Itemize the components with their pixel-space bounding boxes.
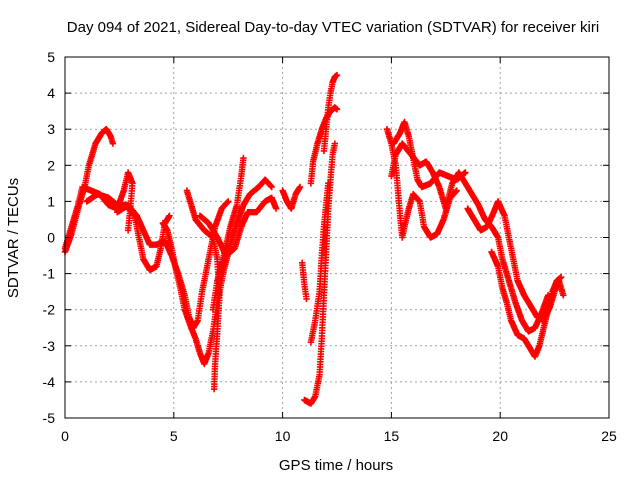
- y-tick-label: 2: [47, 157, 55, 173]
- series-arc-10: [299, 259, 310, 303]
- ticks: 0 5 10 15 20 25 -5 -4 -3 -2 -1 0 1 2 3 4 5: [43, 49, 617, 444]
- series-arc-9: [279, 183, 304, 212]
- y-axis-label: SDTVAR / TECUs: [5, 178, 22, 298]
- series-arc-11: [301, 140, 338, 407]
- y-tick-label: -5: [43, 410, 56, 426]
- x-tick-label: 10: [275, 428, 291, 444]
- y-tick-label: -3: [43, 338, 56, 354]
- x-tick-label: 5: [170, 428, 178, 444]
- chart-title: Day 094 of 2021, Sidereal Day-to-day VTE…: [67, 19, 599, 36]
- series-arc-19: [488, 248, 565, 360]
- x-tick-label: 25: [601, 428, 617, 444]
- series-arc-12: [307, 180, 332, 346]
- series-arc-7: [209, 154, 247, 313]
- y-tick-label: -2: [43, 302, 56, 318]
- x-tick-label: 0: [61, 428, 69, 444]
- y-tick-label: -4: [43, 374, 56, 390]
- y-tick-label: -1: [43, 266, 56, 282]
- x-tick-label: 20: [492, 428, 508, 444]
- y-tick-label: 0: [47, 230, 55, 246]
- series-arc-8: [196, 194, 280, 259]
- series-arc-17: [388, 140, 552, 335]
- series-layer: [61, 71, 567, 407]
- y-tick-label: 3: [47, 121, 55, 137]
- y-tick-label: 5: [47, 49, 55, 65]
- series-arc-14: [320, 71, 341, 155]
- y-tick-label: 4: [47, 85, 55, 101]
- x-tick-label: 15: [384, 428, 400, 444]
- y-tick-label: 1: [47, 193, 55, 209]
- grid: [65, 57, 609, 418]
- x-axis-label: GPS time / hours: [279, 457, 393, 474]
